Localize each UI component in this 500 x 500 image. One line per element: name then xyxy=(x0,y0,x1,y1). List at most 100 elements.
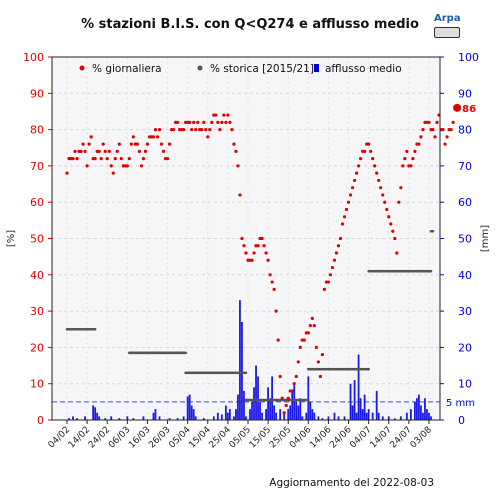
daily-point xyxy=(338,236,343,241)
rain-bar xyxy=(293,383,296,420)
daily-point xyxy=(250,258,254,262)
rain-bar xyxy=(399,416,402,420)
daily-point xyxy=(393,236,397,241)
rain-bar xyxy=(76,418,78,420)
rain-bar xyxy=(96,412,99,420)
rain-bar xyxy=(422,412,424,420)
rain-bar xyxy=(158,416,161,420)
rain-bar xyxy=(152,412,155,420)
daily-point xyxy=(79,149,83,153)
daily-point xyxy=(342,215,347,219)
historical-point xyxy=(307,398,310,402)
y-left-tick-label: 70 xyxy=(30,160,44,173)
rain-bar xyxy=(343,416,346,420)
legend-label-daily: % giornaliera xyxy=(92,63,162,75)
last-value-marker xyxy=(453,103,462,112)
rain-bar xyxy=(168,418,171,420)
x-tick-label: 26/03 xyxy=(147,425,172,450)
rain-bar xyxy=(424,398,426,420)
daily-point xyxy=(159,142,164,146)
daily-point xyxy=(157,128,162,132)
daily-point xyxy=(244,251,248,255)
daily-point xyxy=(346,200,351,204)
rain-bar xyxy=(273,405,276,420)
daily-point xyxy=(89,135,93,139)
rain-bar xyxy=(142,416,145,420)
daily-point xyxy=(316,360,320,364)
rain-bar xyxy=(110,416,113,420)
daily-point xyxy=(220,120,224,124)
daily-point xyxy=(419,135,423,139)
daily-point xyxy=(109,164,113,168)
daily-point xyxy=(85,164,89,168)
daily-point xyxy=(326,280,331,284)
rain-bar xyxy=(186,396,189,420)
rain-bar xyxy=(68,418,70,420)
daily-point xyxy=(264,251,268,255)
daily-point xyxy=(125,164,129,168)
daily-point xyxy=(236,164,240,168)
daily-point xyxy=(87,142,91,146)
daily-point xyxy=(322,287,327,291)
rain-bar xyxy=(428,412,430,420)
rain-bar xyxy=(226,412,229,420)
rain-bar xyxy=(297,405,300,420)
y-right-tick-label: 70 xyxy=(458,160,472,173)
daily-point xyxy=(389,222,393,226)
rain-bar xyxy=(301,416,304,420)
daily-point xyxy=(443,142,447,146)
daily-point xyxy=(230,128,234,132)
rain-bar xyxy=(269,398,272,420)
x-tick-label: 05/05 xyxy=(228,425,253,450)
rain-bar xyxy=(84,416,86,420)
x-tick-label: 25/05 xyxy=(268,425,293,450)
rain-bar xyxy=(188,394,191,420)
rain-bar xyxy=(405,412,408,420)
daily-point xyxy=(210,120,214,124)
x-tick-label: 14/02 xyxy=(67,425,92,450)
daily-point xyxy=(161,149,166,153)
daily-point xyxy=(409,164,413,168)
daily-point xyxy=(286,396,290,400)
daily-point xyxy=(145,142,150,146)
rain-bar xyxy=(289,405,292,420)
daily-point xyxy=(383,200,387,204)
daily-point xyxy=(294,374,298,379)
cc-license-badge xyxy=(434,27,460,38)
daily-point xyxy=(391,229,395,233)
rain-bar xyxy=(265,409,267,420)
y-left-tick-label: 80 xyxy=(30,124,44,137)
rain-bar xyxy=(118,418,121,420)
legend-label-historical: % storica [2015/21] xyxy=(210,63,314,75)
historical-point xyxy=(244,371,248,375)
daily-point xyxy=(65,171,69,175)
daily-point xyxy=(431,128,435,132)
daily-point xyxy=(421,128,425,132)
daily-point xyxy=(385,207,389,212)
daily-point xyxy=(411,157,415,161)
daily-point xyxy=(226,113,230,117)
daily-point xyxy=(75,157,79,161)
daily-point xyxy=(192,120,196,124)
y-right-tick-label: 100 xyxy=(458,51,479,64)
y-left-tick-label: 30 xyxy=(30,305,44,318)
rain-bar xyxy=(190,405,193,420)
rain-bar xyxy=(393,418,396,420)
daily-point xyxy=(354,171,359,175)
daily-point xyxy=(260,236,264,241)
daily-point xyxy=(141,157,146,161)
daily-point xyxy=(334,251,339,255)
rain-bar xyxy=(279,409,282,420)
daily-point xyxy=(167,142,172,146)
rain-bar xyxy=(255,365,257,420)
daily-point xyxy=(276,338,280,342)
daily-point xyxy=(222,113,226,117)
rain-bar xyxy=(239,300,241,420)
daily-point xyxy=(344,207,349,212)
daily-point xyxy=(433,135,437,139)
rain-bar xyxy=(381,416,384,420)
last-value-label: 86 xyxy=(462,104,476,115)
daily-point xyxy=(228,120,232,124)
daily-point xyxy=(367,142,371,146)
